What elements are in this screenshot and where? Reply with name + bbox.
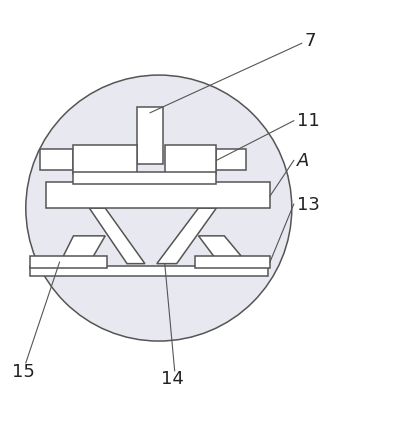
Polygon shape [62,236,105,260]
Text: 13: 13 [297,196,320,214]
Bar [46,182,270,208]
Text: A: A [297,152,309,170]
Polygon shape [157,208,216,264]
Text: 15: 15 [12,362,35,381]
Bar [165,145,216,175]
Bar [195,257,270,267]
Bar [73,145,137,175]
Bar [40,149,73,170]
Bar [73,172,216,184]
Bar [30,257,107,267]
Bar [216,149,246,170]
Polygon shape [89,208,145,264]
Text: 11: 11 [297,112,320,130]
Circle shape [26,75,292,341]
Bar [137,107,163,165]
Bar [30,267,268,276]
Text: 7: 7 [305,32,316,50]
Text: 14: 14 [161,370,184,388]
Polygon shape [198,236,244,260]
